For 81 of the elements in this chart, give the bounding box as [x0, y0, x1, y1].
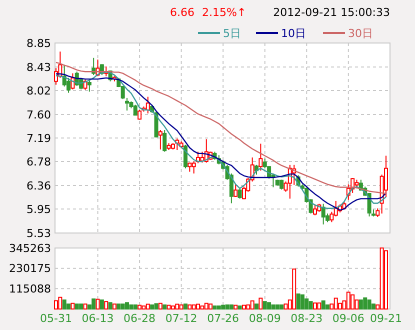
candlestick: [92, 57, 96, 76]
y-tick-label: 8.02: [26, 84, 51, 98]
bar: [304, 298, 309, 310]
x-tick-label: 05-31: [40, 312, 72, 325]
bar: [62, 299, 66, 310]
bar: [108, 302, 112, 310]
y-tick-label: 230175: [9, 262, 51, 276]
bar: [254, 304, 259, 310]
y-tick-label: 8.43: [26, 60, 51, 74]
bar: [100, 299, 104, 310]
bar: [326, 304, 330, 310]
bar: [79, 304, 84, 310]
bar: [280, 304, 284, 310]
bar: [129, 304, 134, 310]
x-tick-label: 09-21: [370, 312, 402, 325]
bar: [154, 303, 158, 310]
legend-label: 10日: [281, 26, 306, 40]
bar: [367, 299, 372, 310]
candlestick: [334, 200, 338, 217]
bar: [216, 305, 221, 310]
bar: [321, 300, 326, 310]
bar: [221, 304, 226, 310]
bar: [74, 304, 79, 310]
bar: [162, 304, 167, 310]
x-tick-label: 06-13: [82, 312, 114, 325]
x-tick-label: 09-06: [332, 312, 364, 325]
candlestick: [321, 203, 326, 225]
y-tick-label: 5.53: [26, 226, 51, 240]
bar: [120, 304, 125, 310]
bar: [300, 294, 304, 310]
y-tick-label: 5.95: [26, 202, 51, 216]
x-tick-label: 06-28: [124, 312, 156, 325]
y-tick-label: 6.36: [26, 179, 51, 192]
x-tick-label: 08-23: [290, 312, 323, 325]
candlestick: [133, 104, 138, 116]
bar: [212, 305, 217, 310]
bar: [358, 299, 363, 310]
y-tick-label: 8.85: [26, 36, 51, 50]
y-tick-label: 7.19: [26, 132, 51, 145]
bar: [229, 304, 234, 310]
bar: [308, 301, 313, 310]
candlestick: [188, 162, 192, 172]
bar: [183, 304, 188, 310]
bar: [225, 304, 230, 310]
x-tick-label: 07-26: [207, 312, 240, 325]
candlestick: [238, 188, 242, 200]
y-tick-label: 115088: [9, 282, 51, 296]
text: 2.15%↑: [202, 6, 246, 19]
bar: [271, 304, 276, 310]
candlestick: [258, 143, 263, 172]
y-tick-label: 345263: [9, 242, 51, 255]
bar: [267, 302, 272, 310]
y-tick-label: 7.60: [26, 108, 51, 122]
candlestick: [158, 129, 162, 150]
candlestick: [234, 184, 238, 198]
bar: [296, 293, 300, 310]
x-tick-label: 07-12: [165, 312, 198, 325]
candlestick: [200, 151, 204, 164]
bar: [150, 304, 154, 310]
bar: [363, 297, 368, 310]
bar: [116, 304, 121, 310]
line-series: [55, 62, 387, 194]
candlestick: [183, 144, 188, 169]
bar: [275, 304, 280, 310]
legend-label: 5日: [223, 26, 241, 40]
candlestick: [312, 204, 317, 216]
candlestick: [330, 211, 334, 223]
bar: [371, 304, 376, 310]
bar: [238, 305, 242, 310]
candlestick: [162, 129, 167, 152]
text: 6.66: [170, 6, 194, 19]
x-tick-label: 08-09: [248, 312, 281, 325]
bar: [125, 302, 130, 310]
y-tick-label: 6.78: [26, 155, 51, 168]
text: 2012-09-21 15:00:33: [273, 6, 390, 19]
bar: [66, 304, 71, 310]
bar: [262, 301, 267, 310]
legend-label: 30日: [348, 26, 373, 40]
bar: [133, 304, 138, 310]
candlestick: [87, 79, 92, 92]
bar: [92, 298, 96, 310]
